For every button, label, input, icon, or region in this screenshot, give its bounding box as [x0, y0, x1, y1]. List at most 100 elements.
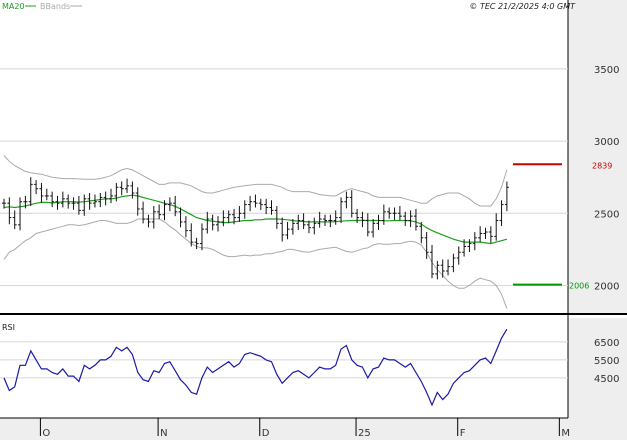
price-bar: [504, 181, 509, 212]
price-bar: [467, 239, 472, 252]
price-bar: [451, 253, 456, 273]
price-tick-label: 2500: [594, 209, 619, 220]
price-bar: [333, 210, 338, 225]
price-bar: [28, 177, 33, 207]
bollinger-bands: [3, 155, 508, 309]
price-bar: [109, 188, 113, 204]
price-bar: [199, 223, 204, 251]
price-bar: [280, 217, 285, 242]
price-bar: [312, 217, 317, 235]
time-tick-label: N: [160, 428, 167, 439]
price-bar: [344, 191, 349, 209]
price-bar: [157, 204, 162, 220]
price-bar: [151, 206, 156, 229]
price-bar: [381, 204, 386, 225]
price-bar: [306, 220, 311, 234]
price-bar: [494, 213, 499, 241]
price-bar: [274, 206, 279, 229]
price-bar: [167, 197, 172, 212]
price-bar: [328, 214, 333, 228]
price-bar: [34, 180, 39, 195]
price-bar: [2, 198, 6, 209]
price-bar: [7, 197, 12, 225]
price-bar: [210, 214, 215, 231]
price-bar: [435, 260, 440, 280]
price-bar: [178, 207, 183, 228]
price-bar: [237, 206, 242, 222]
ma20-polyline: [3, 194, 508, 245]
rsi-panel: 4500 5500 6500: [0, 328, 619, 407]
price-bar: [446, 259, 451, 276]
support-resistance-levels: 2839 2006: [513, 161, 612, 291]
price-bars: [2, 177, 509, 280]
price-bar: [130, 181, 135, 199]
bbands-lower-line: [3, 218, 508, 309]
rsi-panel-bg: [0, 318, 568, 418]
price-bar: [456, 246, 461, 265]
time-tick-label: F: [460, 428, 466, 439]
price-bar: [339, 197, 344, 224]
price-bar: [365, 213, 370, 237]
price-bar: [141, 201, 146, 224]
price-bar: [189, 223, 194, 247]
price-bar: [253, 194, 258, 208]
price-bar: [317, 211, 322, 228]
price-bar: [125, 178, 130, 194]
price-tick-label: 3000: [594, 137, 619, 148]
price-bar: [44, 188, 49, 201]
price-bar: [440, 259, 445, 278]
price-bar: [12, 210, 17, 230]
price-bar: [488, 226, 493, 244]
price-bar: [478, 226, 483, 243]
price-bar: [269, 200, 274, 215]
price-bar: [103, 191, 108, 206]
price-bar: [264, 198, 269, 215]
price-bar: [323, 214, 327, 226]
time-tick-label: 25: [358, 428, 371, 439]
price-bar: [360, 211, 365, 228]
rsi-title: RSI: [2, 323, 15, 332]
price-bar: [18, 197, 23, 231]
rsi-tick-label: 4500: [594, 374, 619, 385]
price-bar: [119, 181, 124, 196]
price-panel-bg: [0, 0, 568, 313]
price-bar: [408, 210, 413, 228]
price-bar: [483, 227, 488, 239]
time-axis-bg: [0, 418, 627, 440]
price-bar: [462, 239, 467, 257]
price-bar: [285, 221, 290, 240]
price-bar: [50, 191, 55, 208]
legend-ma20: MA20: [2, 2, 25, 11]
price-bar: [392, 207, 397, 220]
price-bar: [23, 195, 28, 209]
price-bar: [376, 214, 381, 231]
price-bar: [232, 208, 237, 225]
price-bar: [226, 210, 231, 224]
price-bar: [296, 214, 301, 231]
price-bar: [98, 193, 103, 208]
price-bar: [499, 200, 504, 226]
price-bar: [183, 216, 188, 238]
price-bar: [55, 195, 60, 210]
price-bar: [403, 211, 408, 226]
price-bar: [114, 182, 119, 202]
price-bar: [71, 197, 76, 210]
price-bar: [205, 211, 210, 234]
price-axis-bg: [568, 0, 627, 313]
price-bar: [194, 237, 199, 250]
rsi-axis-bg: [568, 318, 627, 418]
price-bar: [146, 214, 151, 228]
resistance-label: 2839: [592, 161, 612, 170]
price-bar: [162, 200, 167, 221]
price-y-axis: 2000 2500 3000 3500: [594, 65, 619, 293]
price-bar: [301, 213, 306, 230]
price-bar: [355, 208, 360, 224]
price-bar: [60, 191, 65, 208]
copyright-text: © TEC 21/2/2025 4:0 GMT: [469, 2, 576, 11]
ma20-line: [3, 194, 508, 245]
price-bar: [248, 195, 253, 212]
price-bar: [413, 208, 418, 231]
price-tick-label: 2000: [594, 281, 619, 292]
price-bar: [472, 232, 477, 251]
